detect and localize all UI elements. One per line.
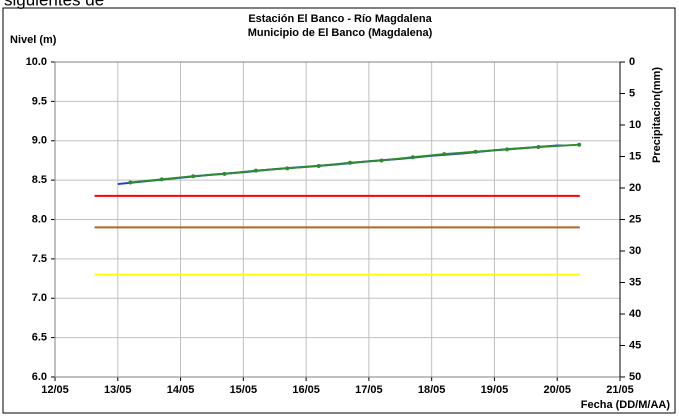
x-tick-label: 14/05 [167, 384, 195, 396]
x-tick-label: 16/05 [292, 384, 320, 396]
series-marker [505, 147, 509, 152]
y-axis-label: Nivel (m) [10, 34, 57, 46]
series-marker [222, 171, 227, 176]
y2-axis-label: Precipitacion(mm) [651, 67, 663, 163]
y2-tick-label: 20 [629, 182, 641, 194]
series-marker [253, 168, 258, 173]
y2-tick-label: 35 [629, 276, 641, 288]
y2-tick-label: 0 [629, 56, 635, 68]
series-marker [442, 152, 447, 157]
y-tick-label: 6.0 [32, 371, 47, 383]
series-marker [128, 180, 133, 185]
y2-tick-label: 5 [629, 87, 635, 99]
y2-tick-label: 25 [629, 213, 641, 225]
series-marker [348, 160, 353, 165]
series-marker [577, 142, 582, 147]
x-tick-label: 20/05 [543, 384, 571, 396]
series-marker [536, 145, 541, 150]
y-tick-label: 10.0 [26, 56, 47, 68]
y-tick-label: 8.5 [32, 174, 47, 186]
series-marker [473, 149, 478, 154]
y2-tick-label: 50 [629, 371, 641, 383]
y2-tick-label: 10 [629, 119, 641, 131]
y2-tick-label: 30 [629, 245, 641, 257]
caption: siguientes de [4, 0, 104, 9]
x-tick-label: 19/05 [481, 384, 509, 396]
series-marker [316, 163, 321, 168]
y2-tick-label: 45 [629, 339, 641, 351]
y2-tick-label: 40 [629, 308, 641, 320]
series-marker [159, 177, 164, 182]
series-marker [191, 174, 196, 179]
y-tick-label: 7.0 [32, 292, 47, 304]
y-tick-label: 7.5 [32, 253, 47, 265]
y-tick-label: 6.5 [32, 332, 47, 344]
y-tick-label: 9.0 [32, 135, 47, 147]
series-marker [379, 158, 384, 163]
chart-frame [2, 7, 676, 414]
series-marker [410, 155, 415, 160]
x-axis-label: Fecha (DD/M/AA) [581, 399, 671, 411]
series-marker [285, 166, 290, 171]
y-tick-label: 9.5 [32, 95, 47, 107]
x-tick-label: 21/05 [606, 384, 634, 396]
x-tick-label: 12/05 [41, 384, 69, 396]
chart-subtitle: Municipio de El Banco (Magdalena) [248, 27, 433, 39]
x-tick-label: 13/05 [104, 384, 132, 396]
x-tick-label: 18/05 [418, 384, 446, 396]
y-tick-label: 8.0 [32, 213, 47, 225]
chart-title: Estación El Banco - Río Magdalena [248, 13, 432, 25]
x-tick-label: 15/05 [230, 384, 258, 396]
x-tick-label: 17/05 [355, 384, 383, 396]
y2-tick-label: 15 [629, 150, 641, 162]
